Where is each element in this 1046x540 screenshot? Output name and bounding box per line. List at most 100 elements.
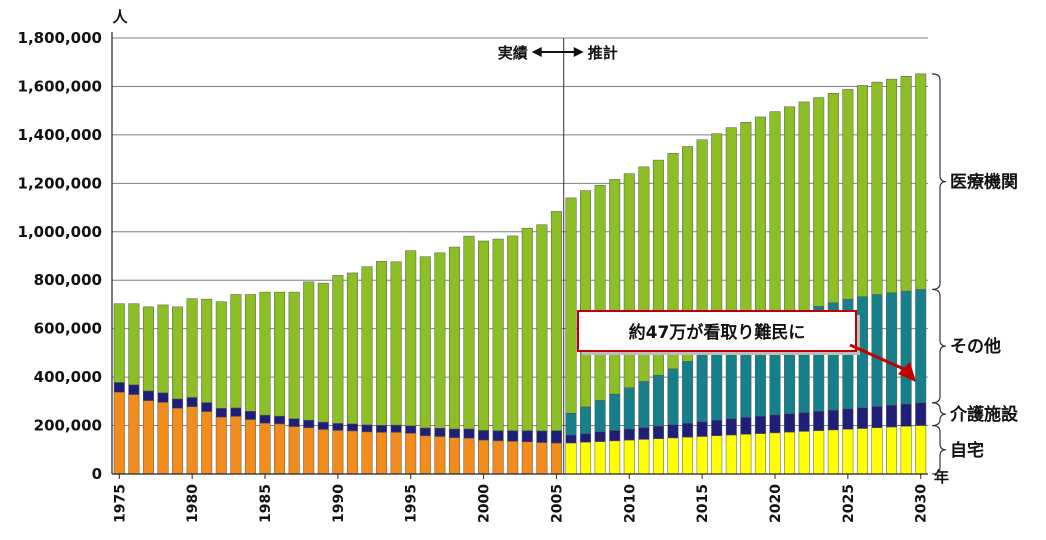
bar-segment-home: [390, 432, 402, 475]
bar-segment-home: [274, 423, 286, 475]
y-tick-label: 1,200,000: [18, 174, 102, 192]
bar-segment-home: [638, 439, 650, 475]
bar-segment-hospital: [448, 246, 460, 430]
other-label: その他: [950, 336, 1001, 357]
bar-segment-other: [871, 294, 883, 407]
bar-segment-care-facility: [390, 424, 402, 433]
bar-segment-other: [900, 290, 912, 405]
bar-segment-home: [317, 429, 329, 475]
y-tick-label: 0: [92, 465, 102, 483]
bar-segment-home: [244, 419, 256, 475]
bar-segment-care-facility: [317, 421, 329, 430]
bar-segment-home: [740, 434, 752, 475]
bar-segment-home: [798, 431, 810, 475]
bar-segment-care-facility: [448, 428, 460, 438]
care-facility-label: 介護施設: [949, 404, 1019, 425]
bar-segment-care-facility: [172, 398, 184, 409]
labels: 0 200,000 400,000 600,000 800,000 1,000,000 1,…: [18, 8, 1019, 523]
bar-segment-care-facility: [580, 433, 592, 443]
bar-segment-home: [594, 441, 606, 475]
bar-segment-care-facility: [784, 413, 796, 433]
bar-segment-care-facility: [682, 422, 694, 438]
bar-segment-home: [900, 426, 912, 475]
bar-segment-hospital: [725, 127, 737, 340]
bar-segment-other: [638, 381, 650, 428]
home-label: 自宅: [950, 440, 984, 461]
bar-segment-care-facility: [813, 411, 825, 431]
care-facility-brace: [931, 402, 947, 427]
x-tick-label: 2000: [477, 484, 493, 523]
hospital-label: 医療機関: [950, 172, 1018, 193]
bar-segment-home: [536, 442, 548, 475]
bar-segment-hospital: [128, 303, 140, 386]
bar-segment-hospital: [609, 179, 621, 395]
bar-segment-care-facility: [900, 403, 912, 427]
bar-segment-hospital: [346, 272, 358, 425]
bar-segment-care-facility: [259, 414, 271, 424]
bar-segment-other: [682, 361, 694, 424]
bar-segment-hospital: [682, 146, 694, 362]
bar-segment-hospital: [813, 97, 825, 307]
bar-segment-home: [507, 441, 519, 475]
bar-segment-other: [565, 412, 577, 436]
bar-segment-hospital: [317, 282, 329, 423]
bar-segment-care-facility: [565, 434, 577, 444]
bar-segment-home: [827, 429, 839, 475]
bar-segment-care-facility: [856, 407, 868, 429]
bar-segment-care-facility: [623, 428, 635, 441]
bar-segment-home: [303, 427, 315, 475]
bar-segment-care-facility: [652, 425, 664, 439]
bar-segment-home: [682, 436, 694, 475]
bar-segment-hospital: [900, 76, 912, 292]
bar-segment-hospital: [798, 101, 810, 311]
bar-segment-home: [550, 442, 562, 475]
bar-segment-care-facility: [244, 411, 256, 420]
axes: [111, 32, 928, 479]
y-axis-unit-label: 人: [112, 8, 128, 26]
bar-segment-hospital: [667, 153, 679, 370]
bar-segment-hospital: [244, 294, 256, 412]
bar-segment-care-facility: [157, 392, 169, 403]
bar-segment-care-facility: [405, 425, 417, 434]
bar-segment-home: [259, 422, 271, 475]
bar-segment-care-facility: [419, 427, 431, 436]
bar-segment-care-facility: [886, 404, 898, 428]
bar-segment-care-facility: [536, 430, 548, 443]
bar-segment-hospital: [405, 250, 417, 427]
bar-segment-care-facility: [346, 423, 358, 432]
bar-segment-hospital: [842, 89, 854, 300]
divider-arrow-left-head: [531, 47, 542, 57]
bar-segment-home: [142, 400, 154, 475]
bar-segment-home: [842, 428, 854, 475]
bar-segment-home: [856, 428, 868, 475]
bar-segment-other: [915, 289, 927, 404]
bar-segment-home: [332, 430, 344, 475]
bar-segment-home: [113, 391, 125, 475]
bar-segment-home: [711, 435, 723, 475]
y-tick-label: 1,800,000: [18, 29, 102, 47]
actual-label: 実績: [498, 44, 528, 62]
bar-segment-care-facility: [201, 402, 213, 412]
divider-arrow-right-head: [573, 47, 584, 57]
x-tick-label: 2020: [768, 484, 784, 523]
bar-segment-hospital: [172, 306, 184, 400]
x-tick-label: 1995: [404, 484, 420, 523]
bar-segment-home: [725, 434, 737, 475]
y-tick-label: 400,000: [34, 368, 102, 386]
bar-segment-home: [186, 406, 198, 475]
bar-segment-home: [478, 439, 490, 475]
bar-segment-care-facility: [550, 430, 562, 444]
bar-segment-care-facility: [725, 418, 737, 436]
bar-segment-care-facility: [361, 424, 373, 433]
bar-segment-care-facility: [696, 421, 708, 437]
bar-segment-other: [667, 368, 679, 425]
x-tick-label: 1985: [258, 484, 274, 523]
bar-segment-care-facility: [186, 397, 198, 407]
bar-segment-hospital: [492, 238, 504, 431]
bar-segment-care-facility: [740, 417, 752, 435]
bar-segment-hospital: [594, 185, 606, 401]
bar-segment-care-facility: [594, 431, 606, 442]
bar-segment-care-facility: [463, 428, 475, 439]
bar-segment-hospital: [186, 298, 198, 398]
bar-segment-other: [652, 374, 664, 427]
